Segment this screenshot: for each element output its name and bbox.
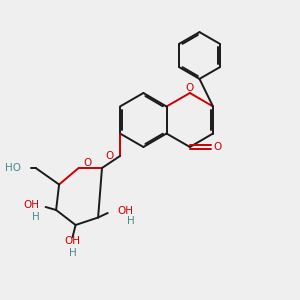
Text: O: O [186, 82, 194, 93]
Text: O: O [105, 151, 113, 161]
Text: HO: HO [5, 163, 21, 173]
Text: OH: OH [64, 236, 81, 247]
Text: H: H [127, 216, 134, 226]
Text: O: O [213, 142, 222, 152]
Text: O: O [83, 158, 91, 168]
Text: H: H [32, 212, 40, 222]
Text: OH: OH [118, 206, 134, 216]
Text: OH: OH [24, 200, 40, 211]
Text: H: H [69, 248, 76, 258]
